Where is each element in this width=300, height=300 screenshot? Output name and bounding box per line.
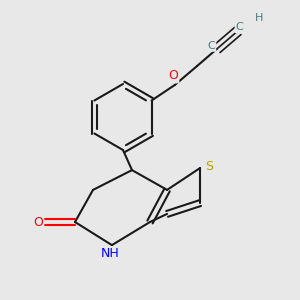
- Text: NH: NH: [101, 247, 120, 260]
- Text: S: S: [205, 160, 213, 173]
- Text: C: C: [236, 22, 243, 32]
- Text: O: O: [34, 215, 43, 229]
- Text: O: O: [169, 69, 178, 82]
- Text: H: H: [255, 13, 264, 23]
- Text: C: C: [208, 41, 215, 51]
